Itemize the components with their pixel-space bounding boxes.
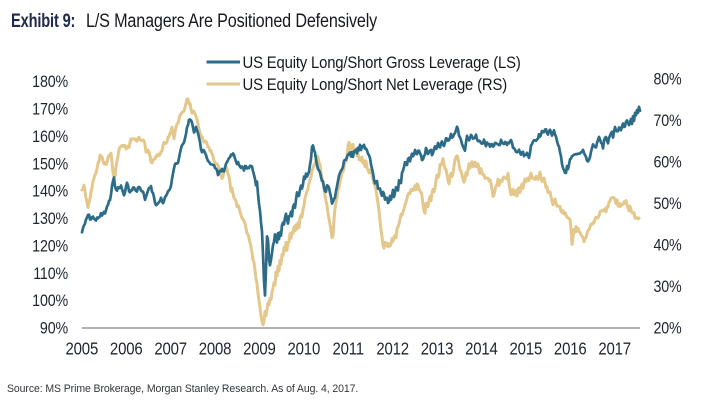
svg-text:US Equity Long/Short Gross Lev: US Equity Long/Short Gross Leverage (LS) — [243, 54, 521, 72]
svg-text:70%: 70% — [654, 112, 682, 130]
svg-text:30%: 30% — [654, 278, 682, 296]
svg-text:2012: 2012 — [376, 339, 409, 358]
svg-text:2010: 2010 — [288, 339, 321, 358]
svg-text:80%: 80% — [654, 71, 682, 89]
svg-text:2016: 2016 — [554, 339, 587, 358]
svg-text:120%: 120% — [32, 237, 68, 255]
svg-text:2013: 2013 — [421, 339, 454, 358]
svg-text:140%: 140% — [32, 183, 68, 201]
svg-text:US Equity Long/Short Net Lever: US Equity Long/Short Net Leverage (RS) — [243, 76, 507, 94]
svg-text:110%: 110% — [33, 265, 68, 283]
svg-text:2009: 2009 — [243, 339, 276, 358]
svg-text:170%: 170% — [32, 101, 68, 119]
svg-text:40%: 40% — [654, 237, 682, 255]
svg-text:Exhibit 9:: Exhibit 9: — [11, 9, 75, 32]
svg-text:180%: 180% — [32, 73, 68, 91]
svg-text:90%: 90% — [40, 320, 68, 338]
svg-text:2015: 2015 — [510, 339, 543, 358]
svg-text:2005: 2005 — [66, 339, 99, 358]
svg-text:50%: 50% — [654, 195, 682, 213]
svg-text:2017: 2017 — [598, 339, 631, 358]
svg-text:150%: 150% — [32, 155, 68, 173]
svg-text:20%: 20% — [654, 320, 682, 338]
svg-text:2008: 2008 — [199, 339, 232, 358]
svg-text:130%: 130% — [32, 210, 68, 228]
svg-text:160%: 160% — [32, 128, 68, 146]
svg-text:Source: MS Prime Brokerage, Mo: Source: MS Prime Brokerage, Morgan Stanl… — [7, 383, 358, 395]
svg-text:2007: 2007 — [154, 339, 187, 358]
svg-text:2006: 2006 — [110, 339, 143, 358]
svg-text:2011: 2011 — [332, 339, 363, 358]
svg-text:100%: 100% — [32, 292, 68, 310]
svg-text:L/S Managers Are Positioned De: L/S Managers Are Positioned Defensively — [86, 10, 377, 32]
svg-text:2014: 2014 — [465, 339, 498, 358]
svg-text:60%: 60% — [654, 154, 682, 172]
